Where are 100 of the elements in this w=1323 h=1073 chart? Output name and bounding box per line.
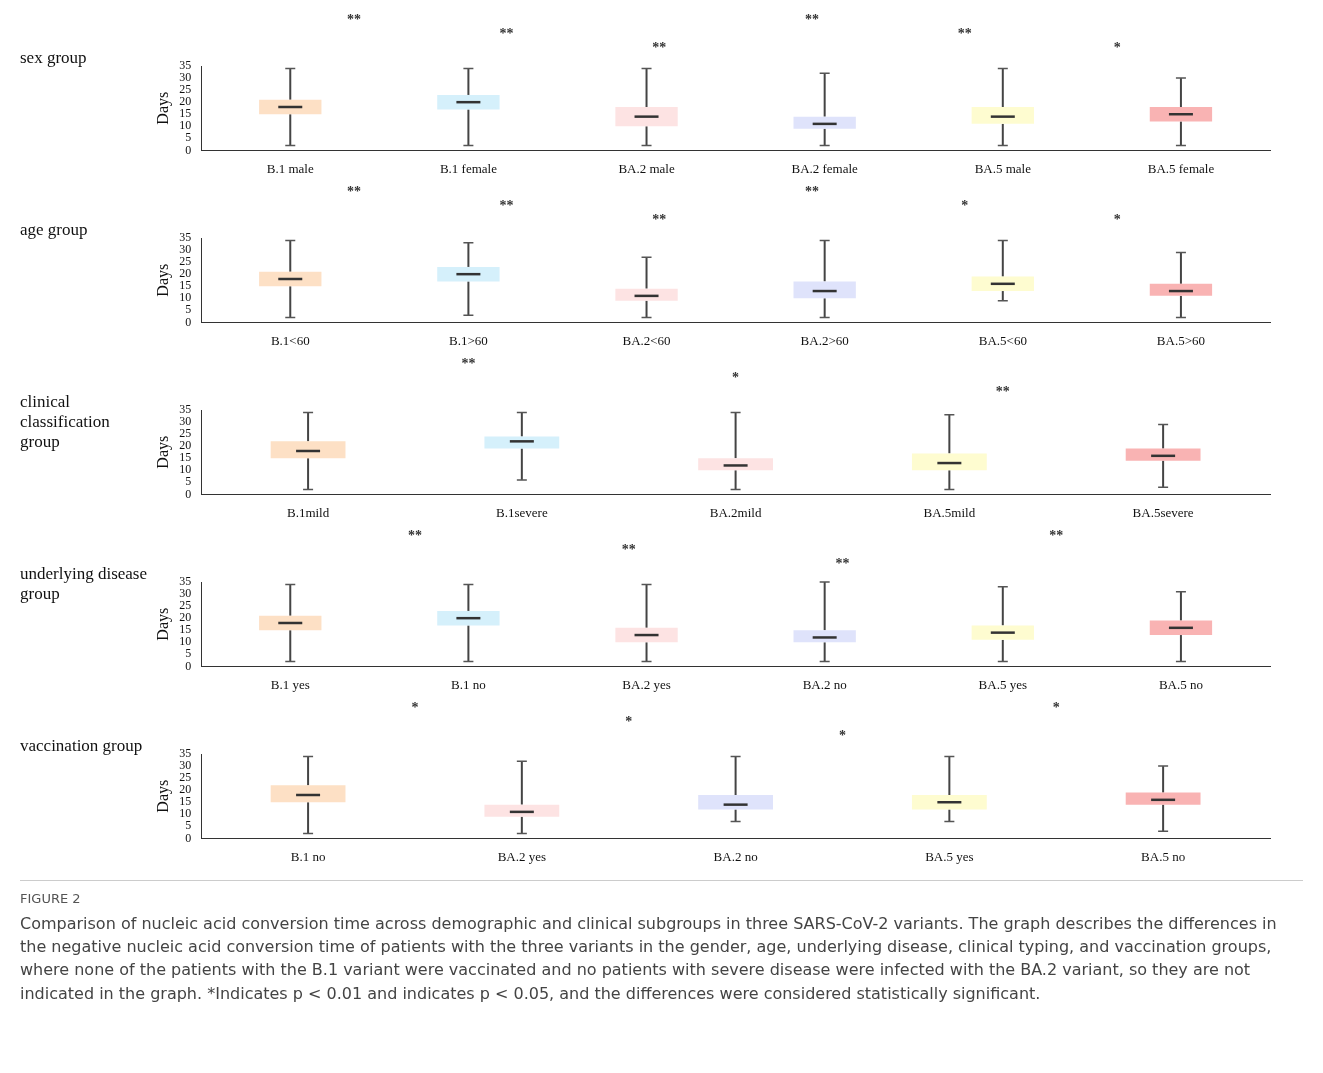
- text: **: [652, 212, 667, 227]
- text: *: [411, 700, 419, 715]
- y-tick-label: 30: [179, 242, 192, 257]
- x-tick-label: B.1 female: [439, 160, 498, 176]
- y-tick-label: 5: [185, 130, 192, 145]
- text: *: [1052, 700, 1060, 715]
- x-tick-label: B.1 no: [451, 676, 486, 692]
- text: **: [499, 26, 514, 41]
- y-tick-label: 15: [179, 622, 192, 637]
- x-tick-label: BA.2>60: [800, 332, 849, 348]
- text: age group: [20, 219, 89, 240]
- y-tick-label: 0: [185, 314, 192, 329]
- y-tick-label: 20: [179, 438, 192, 453]
- y-tick-label: 35: [179, 402, 192, 417]
- x-tick-label: B.1severe: [496, 504, 548, 520]
- text: *: [1113, 212, 1121, 227]
- y-axis-title: Days: [153, 779, 172, 813]
- x-tick-label: BA.2 male: [618, 160, 675, 176]
- y-tick-label: 20: [179, 266, 192, 281]
- x-tick-label: BA.2 yes: [622, 676, 671, 692]
- y-tick-label: 35: [179, 746, 192, 761]
- x-tick-label: BA.2 no: [713, 848, 758, 864]
- x-tick-label: B.1<60: [270, 332, 310, 348]
- text: **: [835, 556, 850, 571]
- y-tick-label: 10: [179, 462, 192, 477]
- text: **: [346, 184, 361, 199]
- x-tick-label: BA.2<60: [622, 332, 671, 348]
- text: **: [621, 542, 636, 557]
- y-tick-label: 10: [179, 634, 192, 649]
- y-axis-title: Days: [153, 91, 172, 125]
- x-tick-label: BA.5 yes: [925, 848, 974, 864]
- y-tick-label: 30: [179, 586, 192, 601]
- x-tick-label: BA.5<60: [978, 332, 1027, 348]
- y-tick-label: 5: [185, 646, 192, 661]
- y-tick-label: 25: [179, 82, 192, 97]
- y-tick-label: 25: [179, 770, 192, 785]
- x-tick-label: BA.5mild: [923, 504, 976, 520]
- y-tick-label: 30: [179, 70, 192, 85]
- text: **: [499, 198, 514, 213]
- text: **: [461, 356, 476, 371]
- y-tick-label: 20: [179, 610, 192, 625]
- chart-title: underlying disease group: [20, 563, 148, 604]
- x-tick-label: BA.5 no: [1141, 848, 1186, 864]
- y-tick-label: 5: [185, 818, 192, 833]
- text: **: [804, 12, 819, 27]
- x-tick-label: BA.5 female: [1147, 160, 1215, 176]
- text: *: [732, 370, 740, 385]
- y-tick-label: 25: [179, 426, 192, 441]
- text: **: [957, 26, 972, 41]
- text: sex group: [20, 47, 88, 68]
- y-tick-label: 5: [185, 302, 192, 317]
- y-tick-label: 10: [179, 118, 192, 133]
- y-tick-label: 15: [179, 450, 192, 465]
- y-axis-title: Days: [153, 435, 172, 469]
- y-tick-label: 30: [179, 414, 192, 429]
- y-tick-label: 0: [185, 830, 192, 845]
- y-tick-label: 30: [179, 758, 192, 773]
- y-tick-label: 20: [179, 94, 192, 109]
- y-tick-label: 5: [185, 474, 192, 489]
- y-tick-label: 15: [179, 278, 192, 293]
- y-tick-label: 25: [179, 598, 192, 613]
- text: *: [961, 198, 969, 213]
- x-tick-label: B.1 male: [266, 160, 314, 176]
- text: **: [804, 184, 819, 199]
- text: **: [346, 12, 361, 27]
- y-tick-label: 10: [179, 290, 192, 305]
- x-tick-label: B.1 no: [290, 848, 326, 864]
- x-tick-label: BA.2 yes: [497, 848, 547, 864]
- text: FIGURE 2: [20, 891, 82, 906]
- x-tick-label: B.1mild: [286, 504, 330, 520]
- y-tick-label: 35: [179, 230, 192, 245]
- text: *: [1113, 40, 1121, 55]
- text: **: [407, 528, 422, 543]
- text: **: [995, 384, 1010, 399]
- x-tick-label: BA.5 no: [1158, 676, 1203, 692]
- x-tick-label: B.1>60: [449, 332, 488, 348]
- text: clinical classification group: [20, 391, 111, 452]
- chart-title: vaccination group: [20, 735, 144, 756]
- y-tick-label: 15: [179, 106, 192, 121]
- y-tick-label: 0: [185, 658, 192, 673]
- y-tick-label: 35: [179, 574, 192, 589]
- y-axis-title: Days: [153, 607, 172, 641]
- text: **: [652, 40, 667, 55]
- y-tick-label: 20: [179, 782, 192, 797]
- text: *: [838, 728, 846, 743]
- x-tick-label: BA.5>60: [1156, 332, 1205, 348]
- y-tick-label: 35: [179, 58, 192, 73]
- text: Comparison of nucleic acid conversion time across demographic and clinical subgroups in three SARS-CoV-2 variants. The graph describes the differences in the negative nucleic acid conversion time of patients with the three variants in the gender, age, underlying disease, clinical typing, and vaccination groups, where none of the patients with the B.1 variant were vaccinated and no patients with severe disease were infected with the BA.2 variant, so they are not indicated in the graph. *Indicates p < 0.01 and indicates p < 0.05, and the differences were considered statistically significant.: [20, 913, 1278, 1005]
- y-tick-label: 25: [179, 254, 192, 269]
- x-tick-label: B.1 yes: [270, 676, 310, 692]
- x-tick-label: BA.5 male: [974, 160, 1032, 176]
- y-tick-label: 15: [179, 794, 192, 809]
- x-tick-label: BA.2 no: [802, 676, 847, 692]
- x-tick-label: BA.5severe: [1132, 504, 1194, 520]
- x-tick-label: BA.2 female: [791, 160, 859, 176]
- text: **: [1049, 528, 1064, 543]
- y-tick-label: 10: [179, 806, 192, 821]
- x-tick-label: BA.2mild: [709, 504, 762, 520]
- y-tick-label: 0: [185, 486, 192, 501]
- x-tick-label: BA.5 yes: [978, 676, 1027, 692]
